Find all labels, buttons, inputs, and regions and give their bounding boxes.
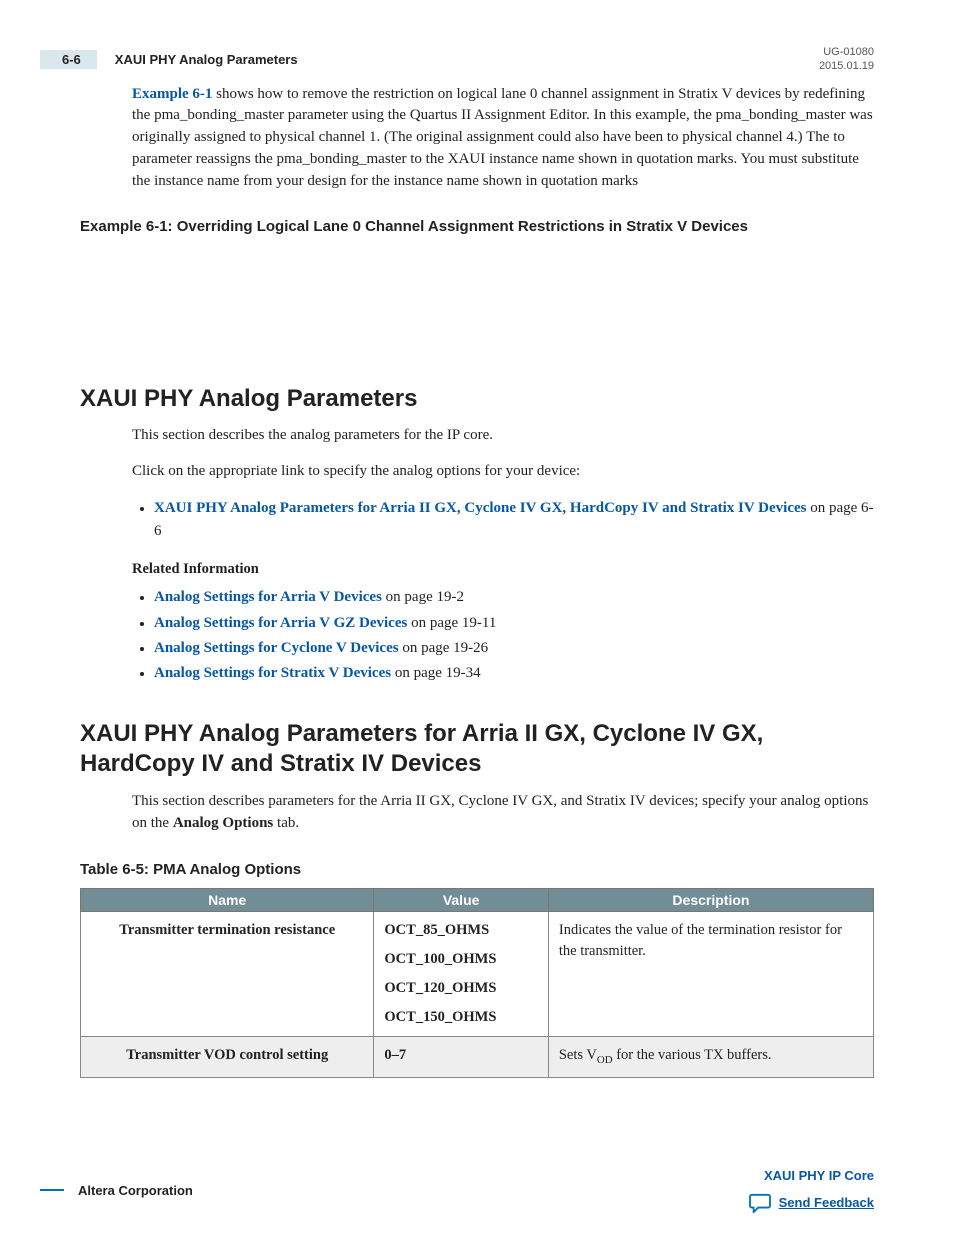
list-item: Analog Settings for Stratix V Devices on…: [154, 662, 874, 685]
footer-left: Altera Corporation: [40, 1183, 193, 1198]
intro-paragraph-text: shows how to remove the restriction on l…: [132, 86, 873, 189]
table-caption: Table 6-5: PMA Analog Options: [80, 861, 874, 878]
page-header: 6-6 XAUI PHY Analog Parameters UG-01080 …: [80, 45, 874, 74]
example-xref-link[interactable]: Example 6-1: [132, 86, 212, 102]
section2-p1-c: tab.: [273, 815, 299, 831]
header-right: UG-01080 2015.01.19: [819, 45, 874, 74]
intro-paragraph: Example 6-1 shows how to remove the rest…: [132, 84, 874, 193]
header-left: 6-6 XAUI PHY Analog Parameters: [80, 50, 298, 69]
speech-bubble-icon: [749, 1193, 771, 1213]
page-footer: Altera Corporation XAUI PHY IP Core Send…: [80, 1168, 874, 1213]
document-id: UG-01080: [819, 45, 874, 59]
cell-description: Sets VOD for the various TX buffers.: [548, 1036, 873, 1077]
col-header-value: Value: [374, 888, 548, 911]
cell-value: 0–7: [374, 1036, 548, 1077]
value-list: 0–7: [384, 1045, 537, 1066]
table-row: Transmitter termination resistance OCT_8…: [81, 911, 874, 1036]
example-heading: Example 6-1: Overriding Logical Lane 0 C…: [80, 218, 874, 235]
value-option: OCT_120_OHMS: [384, 978, 537, 999]
related-link[interactable]: Analog Settings for Arria V Devices: [154, 589, 382, 605]
document-page: 6-6 XAUI PHY Analog Parameters UG-01080 …: [0, 0, 954, 1253]
value-option: OCT_85_OHMS: [384, 920, 537, 941]
page-ref: on page 19-2: [382, 589, 464, 605]
col-header-description: Description: [548, 888, 873, 911]
section-heading-analog-params: XAUI PHY Analog Parameters: [80, 385, 874, 413]
send-feedback-row: Send Feedback: [749, 1193, 874, 1213]
document-date: 2015.01.19: [819, 59, 874, 73]
list-item: XAUI PHY Analog Parameters for Arria II …: [154, 497, 874, 544]
desc-post: for the various TX buffers.: [613, 1047, 772, 1063]
desc-pre: Sets V: [559, 1047, 597, 1063]
table-row: Transmitter VOD control setting 0–7 Sets…: [81, 1036, 874, 1077]
value-list: OCT_85_OHMS OCT_100_OHMS OCT_120_OHMS OC…: [384, 920, 537, 1028]
footer-right: XAUI PHY IP Core Send Feedback: [749, 1168, 874, 1213]
col-header-name: Name: [81, 888, 374, 911]
desc-subscript: OD: [597, 1054, 613, 1066]
example-code-placeholder: [80, 245, 874, 385]
send-feedback-link[interactable]: Send Feedback: [779, 1195, 874, 1210]
footer-accent-bar: [40, 1189, 64, 1191]
analog-options-tab-name: Analog Options: [173, 815, 273, 831]
value-option: 0–7: [384, 1045, 537, 1066]
corporation-name: Altera Corporation: [78, 1183, 193, 1198]
related-link[interactable]: Analog Settings for Cyclone V Devices: [154, 640, 399, 656]
section1-body: This section describes the analog parame…: [132, 425, 874, 685]
section1-p2: Click on the appropriate link to specify…: [132, 461, 874, 483]
device-link-list: XAUI PHY Analog Parameters for Arria II …: [132, 497, 874, 544]
cell-name: Transmitter termination resistance: [81, 911, 374, 1036]
section2-p1: This section describes parameters for th…: [132, 791, 874, 835]
value-option: OCT_150_OHMS: [384, 1007, 537, 1028]
section-heading-device-params: XAUI PHY Analog Parameters for Arria II …: [80, 719, 874, 779]
related-info-heading: Related Information: [132, 561, 874, 578]
page-ref: on page 19-26: [399, 640, 489, 656]
chapter-link[interactable]: XAUI PHY IP Core: [749, 1168, 874, 1183]
page-ref: on page 19-34: [391, 665, 481, 681]
page-number-badge: 6-6: [40, 50, 97, 69]
cell-value: OCT_85_OHMS OCT_100_OHMS OCT_120_OHMS OC…: [374, 911, 548, 1036]
device-params-link[interactable]: XAUI PHY Analog Parameters for Arria II …: [154, 500, 806, 516]
table-header-row: Name Value Description: [81, 888, 874, 911]
list-item: Analog Settings for Arria V Devices on p…: [154, 586, 874, 609]
cell-description: Indicates the value of the termination r…: [548, 911, 873, 1036]
cell-name: Transmitter VOD control setting: [81, 1036, 374, 1077]
section2-body: This section describes parameters for th…: [132, 791, 874, 835]
list-item: Analog Settings for Cyclone V Devices on…: [154, 637, 874, 660]
section1-p1: This section describes the analog parame…: [132, 425, 874, 447]
pma-analog-options-table: Name Value Description Transmitter termi…: [80, 888, 874, 1078]
intro-paragraph-block: Example 6-1 shows how to remove the rest…: [132, 84, 874, 193]
page-ref: on page 19-11: [407, 615, 496, 631]
related-link[interactable]: Analog Settings for Stratix V Devices: [154, 665, 391, 681]
related-info-list: Analog Settings for Arria V Devices on p…: [132, 586, 874, 685]
running-section-title: XAUI PHY Analog Parameters: [115, 52, 298, 67]
value-option: OCT_100_OHMS: [384, 949, 537, 970]
related-link[interactable]: Analog Settings for Arria V GZ Devices: [154, 615, 407, 631]
list-item: Analog Settings for Arria V GZ Devices o…: [154, 612, 874, 635]
